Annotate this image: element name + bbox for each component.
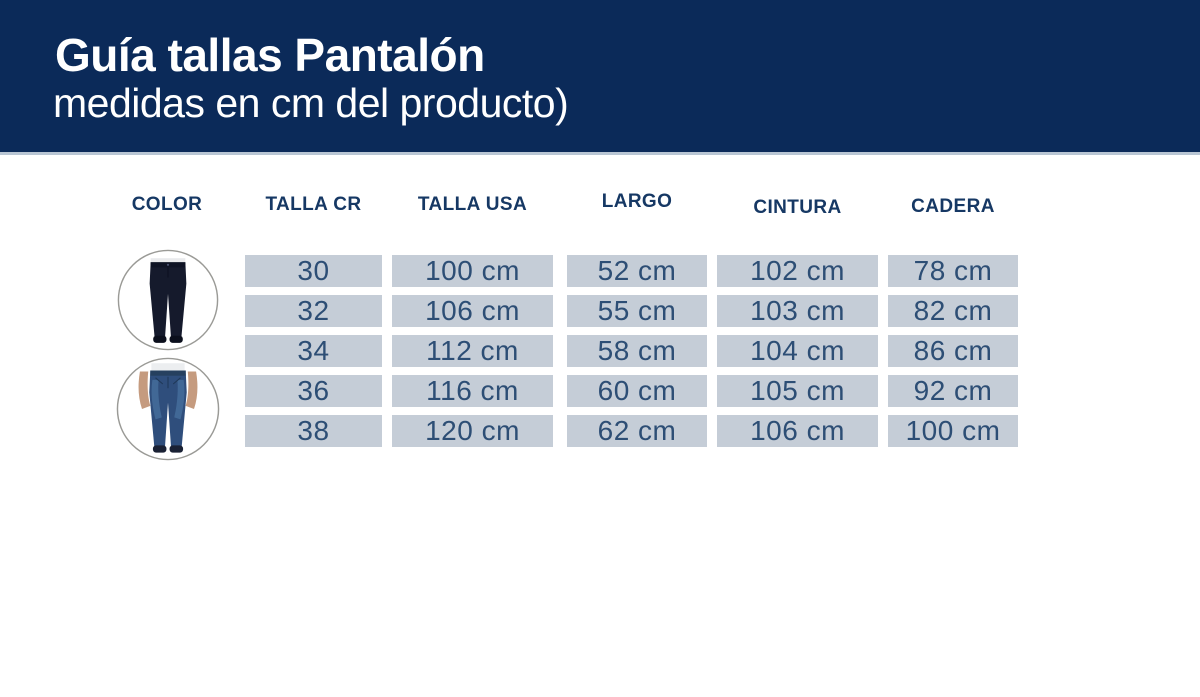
- color-swatch-blue-jeans: [116, 357, 220, 461]
- column-header-cadera: CADERA: [911, 196, 995, 217]
- cell-largo: 52 cm: [567, 255, 707, 287]
- column-header-color: COLOR: [131, 194, 203, 215]
- table-row: 34 112 cm 58 cm 104 cm 86 cm: [245, 335, 1018, 367]
- cell-cadera: 100 cm: [888, 415, 1018, 447]
- size-table: 30 100 cm 52 cm 102 cm 78 cm 32 106 cm 5…: [245, 255, 1018, 455]
- cell-cadera: 82 cm: [888, 295, 1018, 327]
- table-row: 38 120 cm 62 cm 106 cm 100 cm: [245, 415, 1018, 447]
- cell-largo: 60 cm: [567, 375, 707, 407]
- cell-talla-usa: 100 cm: [392, 255, 553, 287]
- column-header-largo: LARGO: [601, 191, 673, 212]
- page-title: Guía tallas Pantalón: [55, 29, 485, 81]
- cell-largo: 62 cm: [567, 415, 707, 447]
- cell-talla-cr: 34: [245, 335, 382, 367]
- table-row: 36 116 cm 60 cm 105 cm 92 cm: [245, 375, 1018, 407]
- cell-talla-usa: 120 cm: [392, 415, 553, 447]
- cell-cadera: 92 cm: [888, 375, 1018, 407]
- cell-cintura: 103 cm: [717, 295, 878, 327]
- dark-navy-pants-photo-icon: [117, 249, 219, 351]
- column-header-talla-cr: TALLA CR: [265, 194, 362, 215]
- blue-jeans-photo-icon: [116, 357, 220, 461]
- column-header-talla-usa: TALLA USA: [417, 194, 528, 215]
- color-swatch-dark-pants: [117, 249, 219, 351]
- cell-talla-usa: 106 cm: [392, 295, 553, 327]
- cell-talla-cr: 32: [245, 295, 382, 327]
- cell-talla-usa: 116 cm: [392, 375, 553, 407]
- cell-cadera: 86 cm: [888, 335, 1018, 367]
- cell-cintura: 104 cm: [717, 335, 878, 367]
- cell-talla-cr: 30: [245, 255, 382, 287]
- header-band: Guía tallas Pantalón medidas en cm del p…: [0, 0, 1200, 155]
- cell-cintura: 102 cm: [717, 255, 878, 287]
- column-header-cintura: CINTURA: [753, 197, 842, 218]
- cell-talla-usa: 112 cm: [392, 335, 553, 367]
- table-row: 32 106 cm 55 cm 103 cm 82 cm: [245, 295, 1018, 327]
- table-row: 30 100 cm 52 cm 102 cm 78 cm: [245, 255, 1018, 287]
- cell-cadera: 78 cm: [888, 255, 1018, 287]
- cell-largo: 55 cm: [567, 295, 707, 327]
- cell-cintura: 106 cm: [717, 415, 878, 447]
- cell-talla-cr: 38: [245, 415, 382, 447]
- cell-talla-cr: 36: [245, 375, 382, 407]
- cell-largo: 58 cm: [567, 335, 707, 367]
- page-subtitle: medidas en cm del producto): [53, 79, 569, 126]
- cell-cintura: 105 cm: [717, 375, 878, 407]
